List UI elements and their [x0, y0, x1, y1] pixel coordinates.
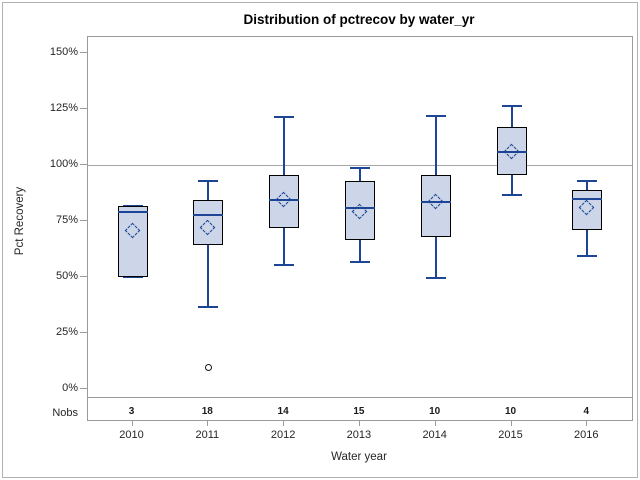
x-axis-tick	[283, 420, 285, 426]
x-axis-tick	[586, 420, 588, 426]
lower-whisker	[358, 240, 361, 263]
max-whisker-cap	[274, 115, 295, 118]
max-whisker-cap	[349, 167, 370, 170]
median-line	[193, 214, 224, 217]
min-whisker-cap	[425, 277, 446, 280]
median-line	[269, 198, 300, 201]
max-whisker-cap	[425, 114, 446, 117]
x-axis-tick	[510, 420, 512, 426]
x-axis-title: Water year	[331, 451, 387, 463]
y-axis-tick-label: 125%	[49, 102, 78, 114]
y-axis-tick-label: 150%	[49, 46, 78, 58]
x-axis-tick-label: 2016	[574, 429, 599, 441]
y-axis-tick	[80, 108, 87, 109]
x-axis-tick-label: 2015	[498, 429, 523, 441]
nobs-value: 15	[353, 406, 365, 417]
lower-whisker	[283, 227, 286, 265]
x-axis-tick-label: 2012	[270, 429, 296, 441]
x-axis-tick	[131, 420, 133, 426]
x-axis-tick-label: 2010	[119, 429, 144, 441]
min-whisker-cap	[501, 194, 522, 197]
upper-whisker	[358, 168, 361, 181]
min-whisker-cap	[274, 263, 295, 266]
median-line	[420, 200, 451, 203]
lower-whisker	[586, 229, 589, 256]
median-line	[496, 150, 527, 153]
upper-whisker	[207, 180, 210, 200]
max-whisker-cap	[577, 179, 598, 182]
median-line	[572, 197, 603, 200]
y-axis-title: Pct Recovery	[14, 186, 26, 256]
nobs-row-separator	[88, 397, 632, 398]
iqr-box	[117, 206, 148, 277]
nobs-value: 4	[583, 406, 590, 417]
y-axis-tick-label: 100%	[49, 158, 78, 170]
iqr-box	[269, 175, 300, 228]
max-whisker-cap	[501, 104, 522, 107]
y-axis-tick	[80, 332, 87, 333]
lower-whisker	[207, 244, 210, 308]
nobs-value: 10	[504, 406, 517, 417]
y-axis-tick-label: 75%	[55, 214, 78, 226]
upper-whisker	[283, 116, 286, 176]
x-axis-tick	[207, 420, 209, 426]
iqr-box	[193, 199, 224, 245]
y-axis-tick-label: 0%	[62, 382, 78, 394]
y-axis-tick	[80, 276, 87, 277]
y-axis-tick	[80, 388, 87, 389]
median-line	[117, 211, 148, 214]
min-whisker-cap	[198, 306, 219, 309]
plot-area	[87, 36, 633, 421]
lower-whisker	[434, 236, 437, 279]
outlier-point	[204, 364, 212, 372]
min-whisker-cap	[349, 261, 370, 264]
x-axis-tick	[358, 420, 360, 426]
nobs-value: 10	[429, 406, 441, 417]
y-axis-tick	[80, 220, 87, 221]
x-axis-tick-label: 2014	[422, 429, 447, 441]
x-axis-tick	[434, 420, 436, 426]
min-whisker-cap	[122, 276, 143, 278]
upper-whisker	[586, 180, 589, 190]
chart-title: Distribution of pctrecov by water_yr	[243, 12, 475, 27]
iqr-box	[572, 189, 603, 230]
max-whisker-cap	[198, 179, 219, 182]
y-axis-tick	[80, 164, 87, 165]
upper-whisker	[434, 115, 437, 176]
nobs-row-label: Nobs	[52, 407, 78, 419]
min-whisker-cap	[577, 254, 598, 257]
median-line	[344, 206, 375, 209]
y-axis-tick-label: 50%	[55, 270, 78, 282]
y-axis-tick	[80, 52, 87, 53]
y-axis-tick-label: 25%	[55, 326, 78, 338]
upper-whisker	[510, 105, 513, 127]
nobs-value: 14	[277, 406, 289, 417]
reference-line-100pct	[88, 165, 632, 166]
iqr-box	[420, 175, 451, 237]
x-axis-tick-label: 2011	[195, 429, 220, 441]
iqr-box	[344, 180, 375, 241]
nobs-value: 3	[128, 406, 135, 417]
nobs-value: 18	[201, 406, 213, 417]
x-axis-tick-label: 2013	[346, 429, 372, 441]
lower-whisker	[510, 175, 513, 196]
